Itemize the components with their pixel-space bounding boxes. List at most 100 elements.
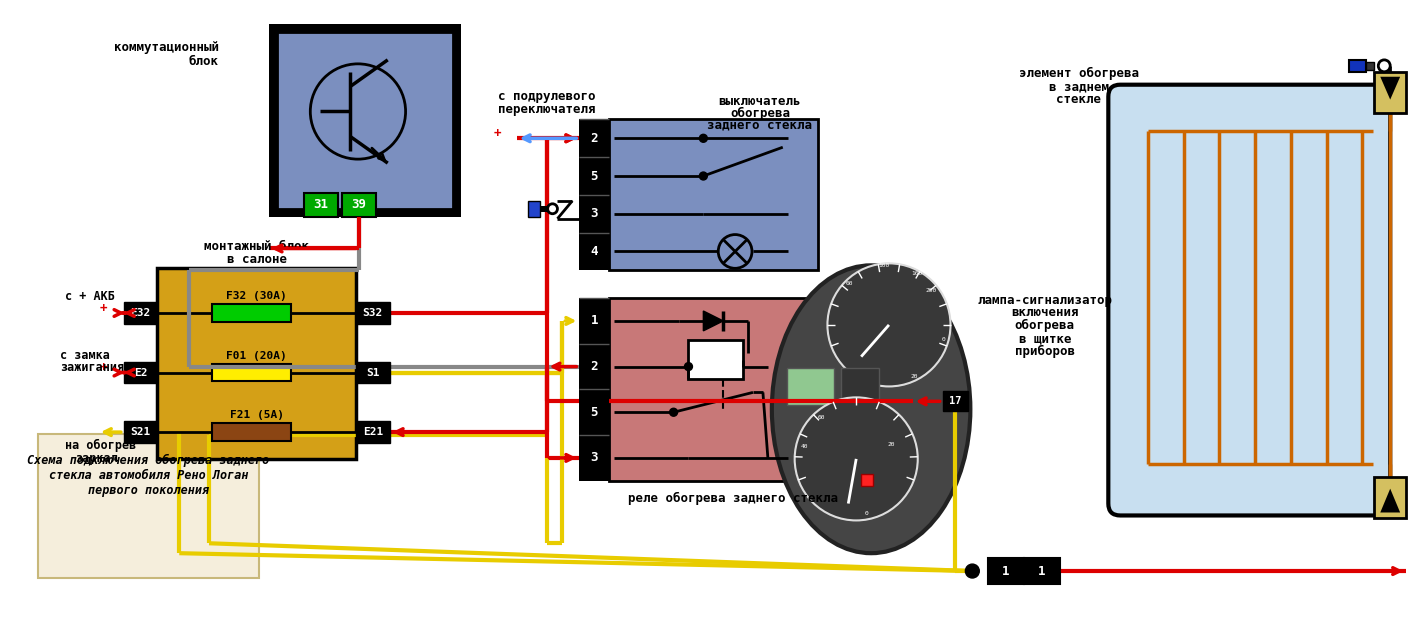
Text: Схема подключения обогрева заднего: Схема подключения обогрева заднего: [27, 454, 269, 468]
Text: 1: 1: [1038, 565, 1045, 578]
Text: 2: 2: [590, 132, 598, 145]
Text: +: +: [493, 127, 501, 140]
Text: 20: 20: [910, 374, 917, 379]
Text: в щитке: в щитке: [1018, 332, 1071, 345]
Text: 60: 60: [818, 415, 825, 420]
Text: E21: E21: [363, 427, 383, 437]
Bar: [38, 434, 258, 578]
Text: обогрева: обогрева: [1015, 319, 1075, 332]
Text: с замка: с замка: [60, 349, 111, 362]
Bar: [123, 421, 157, 443]
Text: с подрулевого: с подрулевого: [498, 90, 596, 103]
Bar: [787, 368, 834, 406]
Text: 39: 39: [352, 198, 366, 211]
Bar: [580, 298, 610, 344]
Bar: [342, 193, 376, 216]
Text: F01 (20A): F01 (20A): [227, 351, 286, 361]
Text: на обогрев: на обогрев: [65, 439, 136, 452]
Circle shape: [794, 397, 917, 521]
Text: зажигания: зажигания: [60, 361, 125, 374]
Bar: [356, 361, 390, 383]
Bar: [123, 302, 157, 324]
Text: приборов: приборов: [1015, 345, 1075, 358]
Text: S32: S32: [363, 308, 383, 318]
Bar: [277, 32, 454, 209]
Text: +: +: [99, 361, 108, 374]
Bar: [268, 24, 461, 216]
Text: F32 (30A): F32 (30A): [227, 291, 286, 301]
Text: 60: 60: [845, 281, 854, 285]
Bar: [988, 558, 1024, 584]
Bar: [841, 368, 879, 399]
Bar: [1367, 62, 1374, 70]
Text: в заднем: в заднем: [1048, 80, 1109, 93]
Text: 0: 0: [864, 511, 868, 516]
Circle shape: [699, 134, 708, 142]
Text: обогрева: обогрева: [730, 107, 790, 120]
Bar: [580, 119, 610, 157]
Text: 160: 160: [912, 271, 922, 276]
Text: 2: 2: [590, 360, 598, 373]
Bar: [943, 391, 968, 411]
Bar: [213, 304, 292, 322]
Circle shape: [966, 564, 980, 578]
Text: блок: блок: [189, 55, 218, 68]
Text: 0: 0: [942, 337, 946, 342]
Text: элемент обогрева: элемент обогрева: [1018, 67, 1139, 80]
Text: 1: 1: [1003, 565, 1010, 578]
Text: E2: E2: [133, 368, 147, 378]
Text: 31: 31: [313, 198, 329, 211]
Text: реле обогрева заднего стекла: реле обогрева заднего стекла: [628, 492, 838, 505]
Text: E32: E32: [130, 308, 150, 318]
Bar: [580, 233, 610, 271]
Circle shape: [685, 363, 692, 371]
Bar: [580, 157, 610, 195]
Text: +: +: [99, 302, 108, 315]
Text: лампа-сигнализатор: лампа-сигнализатор: [977, 294, 1112, 307]
Text: 200: 200: [925, 287, 936, 293]
Bar: [1374, 476, 1407, 519]
Text: 20: 20: [888, 442, 895, 447]
Polygon shape: [703, 311, 723, 331]
Bar: [610, 298, 818, 481]
Bar: [305, 193, 337, 216]
Bar: [356, 421, 390, 443]
Text: 100: 100: [878, 263, 889, 268]
Polygon shape: [1380, 77, 1400, 100]
Bar: [213, 364, 292, 381]
Text: заднего стекла: заднего стекла: [708, 119, 813, 132]
Text: с + АКБ: с + АКБ: [65, 290, 115, 303]
Text: 1: 1: [590, 315, 598, 327]
Ellipse shape: [771, 266, 970, 553]
Bar: [123, 361, 157, 383]
Circle shape: [828, 263, 950, 386]
Text: F21 (5A): F21 (5A): [230, 411, 284, 420]
Text: переключателя: переключателя: [498, 103, 596, 116]
Text: коммутационный: коммутационный: [113, 42, 218, 55]
Text: S1: S1: [366, 368, 380, 378]
Bar: [1349, 60, 1367, 72]
Text: включения: включения: [1011, 307, 1079, 320]
Bar: [157, 268, 356, 459]
Text: 40: 40: [801, 445, 808, 450]
Text: первого поколения: первого поколения: [88, 484, 208, 497]
Bar: [527, 201, 540, 216]
Text: заркал: заркал: [75, 452, 118, 465]
Bar: [356, 302, 390, 324]
Bar: [1024, 558, 1059, 584]
Text: 17: 17: [949, 396, 961, 406]
Bar: [580, 344, 610, 389]
Text: 3: 3: [590, 452, 598, 465]
Circle shape: [669, 408, 678, 416]
Circle shape: [699, 172, 708, 180]
Text: 4: 4: [590, 245, 598, 258]
Bar: [580, 389, 610, 435]
Bar: [213, 423, 292, 441]
Bar: [1374, 72, 1407, 113]
Text: стекле: стекле: [1056, 93, 1100, 106]
Text: 5: 5: [590, 170, 598, 182]
Text: монтажный блок: монтажный блок: [204, 240, 309, 253]
Polygon shape: [1380, 489, 1400, 513]
Bar: [580, 435, 610, 481]
Bar: [861, 474, 873, 486]
